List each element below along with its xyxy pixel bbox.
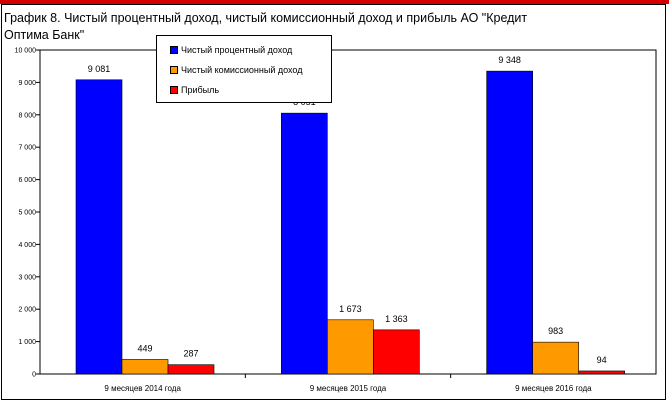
bar [75, 79, 123, 375]
x-tick-label: 9 месяцев 2016 года [515, 384, 592, 393]
y-tick-label: 2 000 [18, 307, 36, 314]
legend-item-profit: Прибыль [170, 84, 219, 96]
y-tick-label: 10 000 [15, 48, 37, 55]
chart-frame [1, 4, 666, 400]
legend-item-net-interest-income: Чистый процентный доход [170, 44, 292, 56]
bar [486, 70, 533, 375]
bar [373, 329, 420, 375]
y-tick-label: 3 000 [18, 274, 36, 281]
y-tick-label: 1 000 [18, 339, 36, 346]
data-label: 449 [137, 343, 152, 353]
data-label: 983 [548, 326, 563, 336]
y-tick-label: 0 [32, 372, 36, 379]
legend-label-profit: Прибыль [181, 85, 220, 95]
x-tick-label: 9 месяцев 2014 года [104, 384, 181, 393]
y-tick-label: 5 000 [18, 210, 36, 217]
chart-title: График 8. Чистый процентный доход, чисты… [4, 11, 528, 42]
chart-legend: Чистый процентный доход Чистый комиссион… [156, 35, 332, 103]
top-accent-rule [0, 0, 669, 4]
y-tick-label: 4 000 [18, 242, 36, 249]
data-label: 94 [597, 355, 607, 365]
bar [281, 112, 328, 375]
bar [532, 341, 579, 375]
x-tick-label: 9 месяцев 2015 года [310, 384, 387, 393]
data-label: 1 363 [385, 314, 408, 324]
legend-swatch-net-commission-income [170, 65, 178, 74]
bar [167, 364, 215, 375]
legend-item-net-commission-income: Чистый комиссионный доход [170, 64, 303, 76]
legend-label-net-commission-income: Чистый комиссионный доход [181, 65, 303, 75]
bar [578, 370, 625, 375]
bar [327, 319, 374, 375]
data-label: 287 [183, 349, 198, 359]
y-tick-label: 8 000 [18, 112, 36, 119]
legend-swatch-net-interest-income [170, 45, 178, 54]
data-label: 9 348 [498, 55, 521, 65]
legend-label-net-interest-income: Чистый процентный доход [181, 45, 293, 55]
bar [121, 359, 169, 375]
data-label: 1 673 [339, 304, 362, 314]
y-tick-label: 6 000 [18, 177, 36, 184]
y-tick-label: 9 000 [18, 80, 36, 87]
data-label: 9 081 [88, 64, 111, 74]
legend-swatch-profit [170, 85, 178, 94]
y-tick-label: 7 000 [18, 145, 36, 152]
